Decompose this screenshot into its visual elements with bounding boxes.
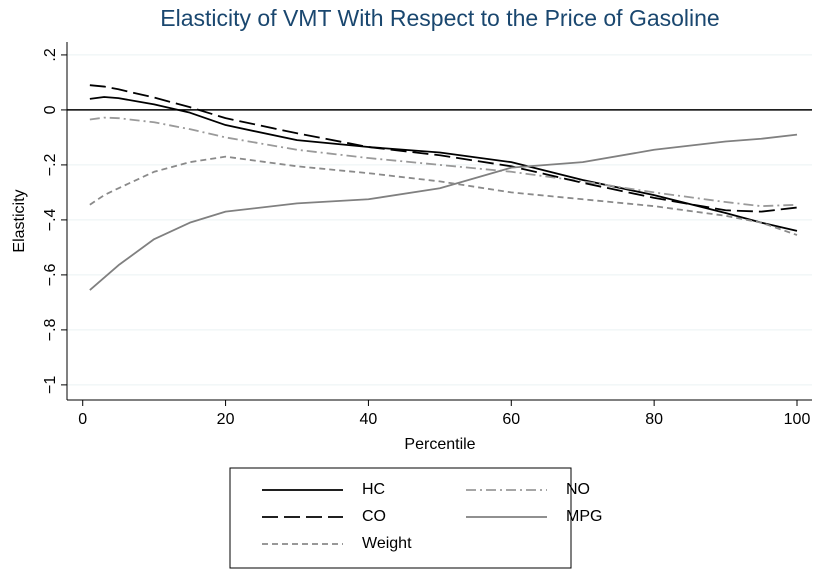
y-tick-label: −.4: [42, 208, 59, 231]
y-tick-label: −1: [42, 376, 59, 394]
x-tick-label: 40: [360, 411, 378, 428]
legend-label: NO: [566, 481, 590, 498]
legend-label: HC: [362, 481, 385, 498]
x-axis-title: Percentile: [404, 436, 475, 453]
y-tick-label: −.2: [42, 153, 59, 176]
series-line: [89, 96, 798, 232]
series-line: [89, 84, 798, 213]
legend-label: CO: [362, 508, 386, 525]
chart-title: Elasticity of VMT With Respect to the Pr…: [160, 5, 719, 31]
y-tick-label: −.8: [42, 318, 59, 341]
y-tick-label: −.6: [42, 263, 59, 286]
series-line: [89, 155, 798, 236]
x-tick-label: 100: [784, 411, 811, 428]
y-axis-title: Elasticity: [11, 189, 28, 252]
legend-label: Weight: [362, 535, 412, 552]
y-tick-label: 0: [42, 105, 59, 114]
x-tick-label: 20: [217, 411, 235, 428]
legend-label: MPG: [566, 508, 602, 525]
series-line: [89, 133, 798, 291]
y-tick-label: .2: [42, 48, 59, 61]
x-tick-label: 0: [78, 411, 87, 428]
legend-box: [229, 467, 572, 569]
x-tick-label: 60: [502, 411, 520, 428]
x-tick-label: 80: [645, 411, 663, 428]
series-line: [89, 116, 798, 208]
